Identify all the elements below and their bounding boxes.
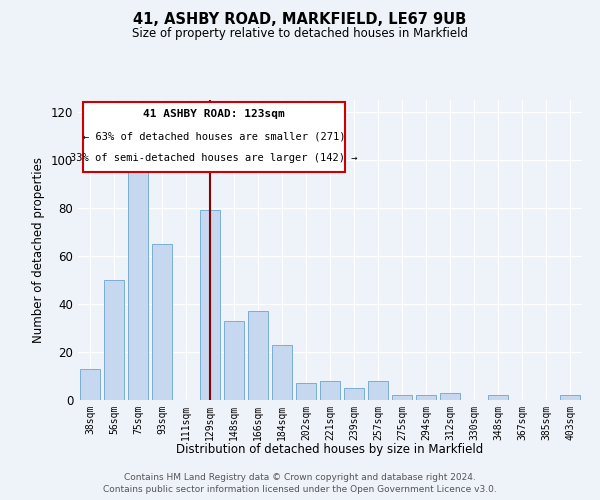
Bar — [104, 280, 124, 400]
Text: Contains HM Land Registry data © Crown copyright and database right 2024.: Contains HM Land Registry data © Crown c… — [124, 472, 476, 482]
Bar — [200, 210, 220, 400]
Bar — [272, 345, 292, 400]
Bar — [320, 381, 340, 400]
Bar — [392, 395, 412, 400]
Text: 41 ASHBY ROAD: 123sqm: 41 ASHBY ROAD: 123sqm — [143, 109, 285, 119]
Text: Distribution of detached houses by size in Markfield: Distribution of detached houses by size … — [176, 442, 484, 456]
Y-axis label: Number of detached properties: Number of detached properties — [32, 157, 45, 343]
Bar — [224, 321, 244, 400]
Bar — [344, 388, 364, 400]
Bar — [128, 167, 148, 400]
Text: Contains public sector information licensed under the Open Government Licence v3: Contains public sector information licen… — [103, 485, 497, 494]
Bar — [368, 381, 388, 400]
Text: Size of property relative to detached houses in Markfield: Size of property relative to detached ho… — [132, 28, 468, 40]
Bar — [152, 244, 172, 400]
Bar — [560, 395, 580, 400]
Bar — [488, 395, 508, 400]
Bar — [80, 369, 100, 400]
Bar — [416, 395, 436, 400]
Bar — [296, 383, 316, 400]
Text: 33% of semi-detached houses are larger (142) →: 33% of semi-detached houses are larger (… — [70, 153, 358, 163]
Text: ← 63% of detached houses are smaller (271): ← 63% of detached houses are smaller (27… — [83, 132, 346, 142]
Bar — [440, 393, 460, 400]
FancyBboxPatch shape — [83, 102, 345, 172]
Text: 41, ASHBY ROAD, MARKFIELD, LE67 9UB: 41, ASHBY ROAD, MARKFIELD, LE67 9UB — [133, 12, 467, 28]
Bar — [248, 311, 268, 400]
